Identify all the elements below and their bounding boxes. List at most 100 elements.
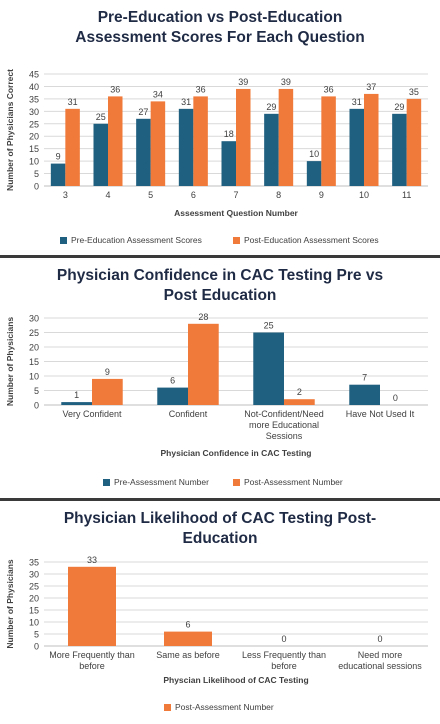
chart-2-legend-label: Pre-Assessment Number [114,477,209,487]
chart-2-legend-label: Post-Assessment Number [244,477,343,487]
chart-2-title-line-2: Post Education [163,287,277,304]
chart-2-bar [157,387,188,405]
chart-1-y-tick-label: 25 [29,119,39,129]
chart-1-y-tick-label: 40 [29,82,39,92]
chart-3-y-tick-label: 0 [34,642,39,652]
chart-panel-2: Physician Confidence in CAC Testing Pre … [0,258,440,498]
chart-1-x-tick-label: 9 [319,190,324,200]
chart-1-x-axis-label: Assessment Question Number [174,208,298,218]
chart-2-bar [253,332,284,405]
chart-1-y-tick-label: 5 [34,169,39,179]
chart-3-y-tick-label: 5 [34,630,39,640]
chart-3-legend-label: Post-Assessment Number [175,702,274,712]
chart-3-x-axis-label: Physcian Likelihood of CAC Testing [163,675,308,685]
chart-3-x-tick-label: Less Frequently than [242,650,326,660]
chart-3-x-tick-label: More Frequently than [49,650,135,660]
chart-1-data-label: 25 [96,112,106,122]
chart-2-x-axis-label: Physician Confidence in CAC Testing [161,448,312,458]
chart-2-data-label: 9 [105,367,110,377]
chart-1-y-tick-label: 20 [29,132,39,142]
chart-2-x-tick-label: Sessions [266,431,303,441]
chart-3-x-tick-label: Need more [358,650,403,660]
chart-3-data-label: 33 [87,555,97,565]
chart-1-data-label: 29 [394,102,404,112]
chart-1-x-tick-label: 10 [359,190,369,200]
chart-1-data-label: 36 [110,84,120,94]
chart-1-data-label: 39 [238,77,248,87]
chart-1-bar [406,98,422,186]
chart-1-bar [221,141,236,186]
chart-1-legend-swatch [233,237,240,244]
chart-panel-1: Pre-Education vs Post-Education Assessme… [0,0,440,255]
chart-1-y-tick-label: 15 [29,144,39,154]
chart-1-data-label: 36 [196,84,206,94]
chart-2-bar [92,378,123,405]
chart-2-data-label: 25 [264,321,274,331]
chart-1-x-tick-label: 4 [105,190,110,200]
chart-1-bar [108,96,123,186]
chart-1-bar [65,108,80,186]
chart-1-y-tick-label: 30 [29,107,39,117]
chart-2-y-tick-label: 10 [29,372,39,382]
chart-2-data-label: 1 [74,390,79,400]
chart-2-x-tick-label: more Educational [249,420,319,430]
chart-3-title: Physician Likelihood of CAC Testing Post… [0,509,440,549]
chart-1-x-tick-label: 8 [276,190,281,200]
chart-1-data-label: 18 [224,129,234,139]
chart-1-y-tick-label: 10 [29,157,39,167]
chart-3-title-line-2: Education [182,530,258,547]
chart-3-bar [68,566,116,646]
panel-divider-2 [0,498,440,501]
chart-3-y-tick-label: 30 [29,570,39,580]
chart-1-title-line-2: Assessment Scores For Each Question [75,29,365,46]
chart-2-data-label: 0 [393,393,398,403]
chart-1-legend-swatch [60,237,67,244]
chart-3-x-tick-label: before [79,661,105,671]
chart-1-data-label: 9 [56,152,61,162]
chart-1-y-axis-label: Number of Physicians Correct [5,69,15,191]
chart-1-bar [392,113,407,186]
chart-1-x-tick-label: 5 [148,190,153,200]
chart-3-y-tick-label: 10 [29,618,39,628]
chart-1-x-tick-label: 7 [233,190,238,200]
chart-1-bar [136,118,151,186]
chart-3-y-tick-label: 25 [29,582,39,592]
chart-1-title-line-1: Pre-Education vs Post-Education [97,9,343,26]
chart-1-data-label: 27 [138,107,148,117]
chart-1-bar [236,88,251,186]
chart-3-data-label: 6 [185,620,190,630]
chart-3-y-tick-label: 20 [29,594,39,604]
chart-1-data-label: 35 [409,87,419,97]
chart-1-y-tick-label: 45 [29,70,39,80]
chart-1-y-tick-label: 35 [29,94,39,104]
chart-3-legend-swatch [164,704,171,711]
chart-1-bar [178,108,194,186]
chart-2-bar [349,384,380,405]
chart-2-bar [188,323,219,405]
chart-1-data-label: 31 [352,97,362,107]
chart-2-y-tick-label: 0 [34,401,39,411]
chart-1-data-label: 36 [324,84,334,94]
chart-1-data-label: 34 [153,89,163,99]
chart-1-bar [150,101,166,186]
chart-1-bar [93,123,108,186]
chart-3-x-tick-label: educational sessions [338,661,422,671]
chart-2-x-tick-label: Have Not Used It [346,409,415,419]
chart-2-y-tick-label: 30 [29,314,39,324]
chart-2-y-tick-label: 15 [29,357,39,367]
chart-1-x-tick-label: 3 [63,190,68,200]
chart-1-bar [321,96,336,186]
chart-3-data-label: 0 [377,634,382,644]
chart-2-x-tick-label: Not-Confident/Need [244,409,324,419]
chart-1-x-tick-label: 11 [402,190,411,200]
chart-3-x-tick-label: Same as before [156,650,220,660]
chart-2-bar [61,402,92,405]
chart-3-bar [164,631,212,646]
chart-2-title: Physician Confidence in CAC Testing Pre … [0,266,440,306]
panel-divider-1 [0,255,440,258]
chart-2-y-tick-label: 20 [29,343,39,353]
chart-1-data-label: 39 [281,77,291,87]
chart-2-data-label: 6 [170,376,175,386]
